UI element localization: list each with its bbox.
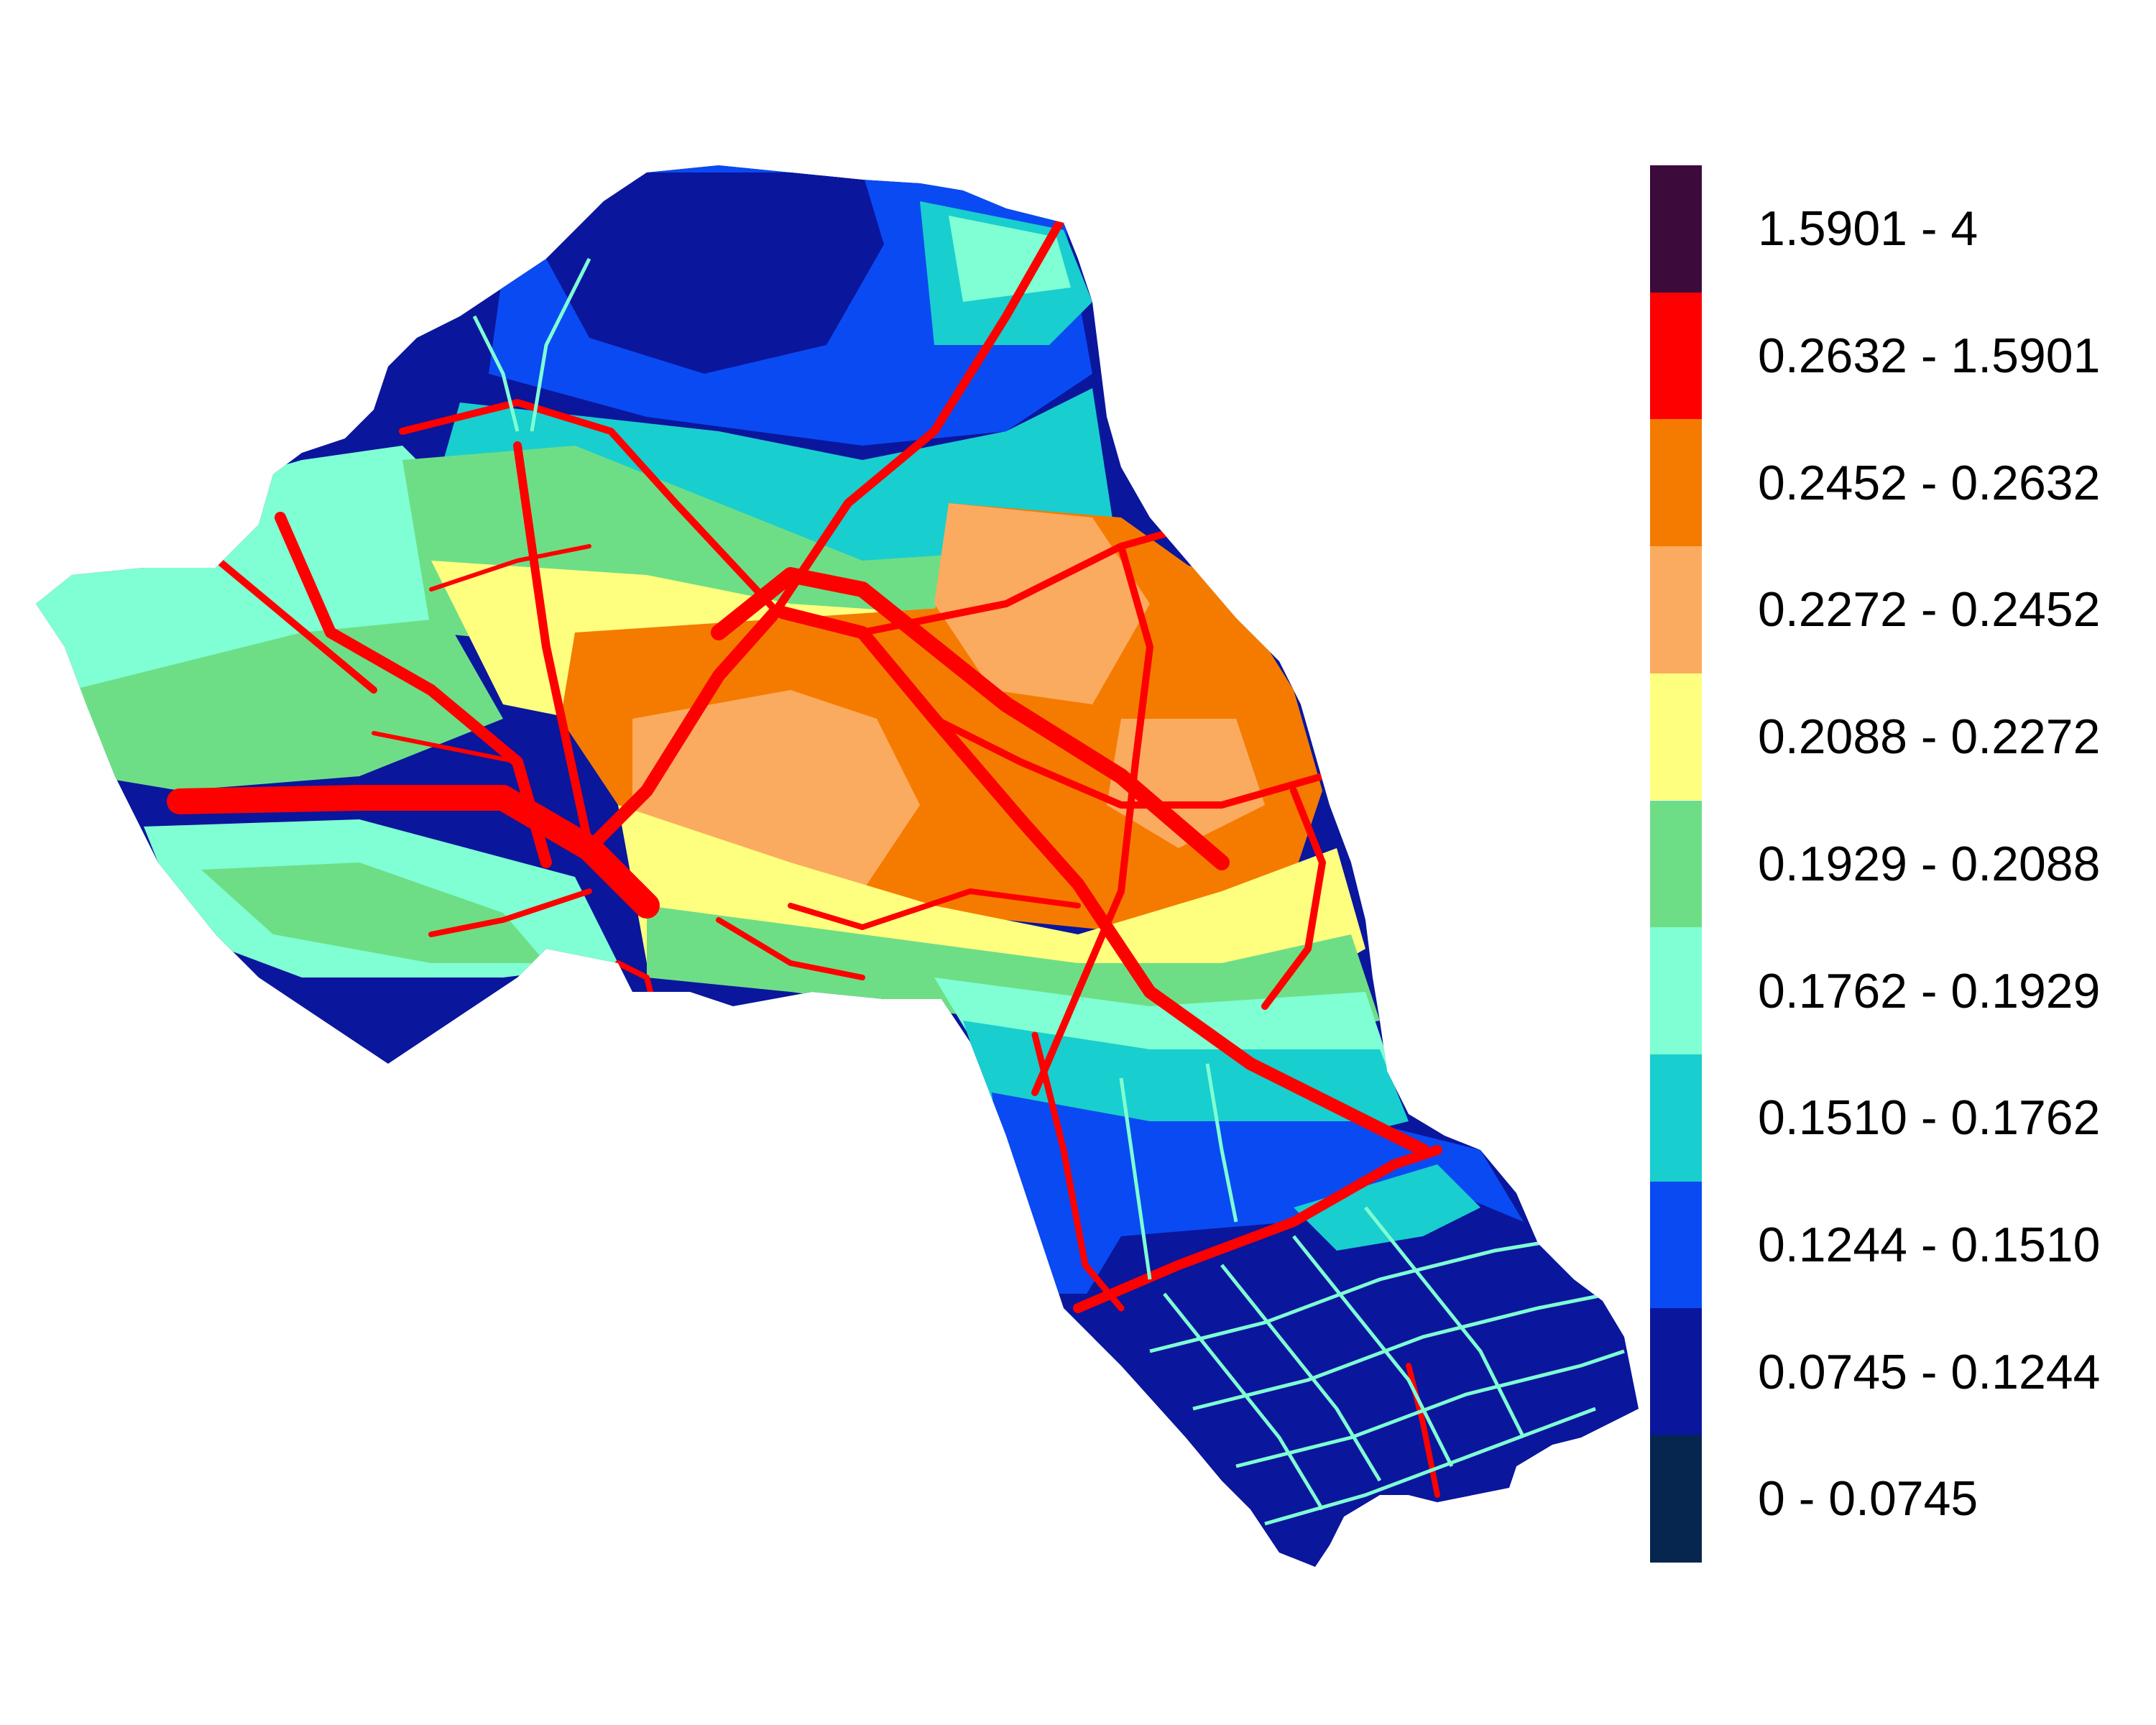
legend-swatch <box>1650 165 1702 293</box>
legend-label: 1.5901 - 4 <box>1758 201 1978 257</box>
legend-swatch <box>1650 1054 1702 1182</box>
legend-label: 0.1929 - 0.2088 <box>1758 836 2101 891</box>
legend-entry-class-11: 0 - 0.0745 <box>1650 1435 2156 1563</box>
map-legend: 1.5901 - 4 0.2632 - 1.5901 0.2452 - 0.26… <box>1650 165 2156 1563</box>
legend-label: 0.0745 - 0.1244 <box>1758 1344 2101 1399</box>
legend-entry-class-10: 0.0745 - 0.1244 <box>1650 1308 2156 1435</box>
legend-swatch <box>1650 419 1702 547</box>
legend-label: 0.1762 - 0.1929 <box>1758 963 2101 1018</box>
legend-entry-class-7: 0.1762 - 0.1929 <box>1650 927 2156 1054</box>
legend-label: 0.2088 - 0.2272 <box>1758 709 2101 765</box>
legend-swatch <box>1650 800 1702 928</box>
legend-label: 0.2452 - 0.2632 <box>1758 455 2101 510</box>
legend-swatch <box>1650 927 1702 1054</box>
legend-label: 0.1244 - 0.1510 <box>1758 1217 2101 1272</box>
legend-entry-class-8: 0.1510 - 0.1762 <box>1650 1054 2156 1182</box>
legend-swatch <box>1650 292 1702 420</box>
legend-label: 0.2632 - 1.5901 <box>1758 328 2101 384</box>
legend-label: 0.1510 - 0.1762 <box>1758 1090 2101 1146</box>
legend-entry-class-6: 0.1929 - 0.2088 <box>1650 800 2156 928</box>
legend-entry-class-9: 0.1244 - 0.1510 <box>1650 1181 2156 1309</box>
legend-swatch <box>1650 1181 1702 1309</box>
legend-swatch <box>1650 1435 1702 1563</box>
legend-label: 0.2272 - 0.2452 <box>1758 582 2101 638</box>
legend-swatch <box>1650 673 1702 801</box>
legend-swatch <box>1650 1308 1702 1435</box>
legend-entry-class-2: 0.2632 - 1.5901 <box>1650 292 2156 420</box>
legend-entry-class-3: 0.2452 - 0.2632 <box>1650 419 2156 547</box>
legend-label: 0 - 0.0745 <box>1758 1471 1978 1527</box>
legend-entry-class-1: 1.5901 - 4 <box>1650 165 2156 293</box>
legend-swatch <box>1650 546 1702 673</box>
legend-entry-class-4: 0.2272 - 0.2452 <box>1650 546 2156 673</box>
legend-entry-class-5: 0.2088 - 0.2272 <box>1650 673 2156 801</box>
